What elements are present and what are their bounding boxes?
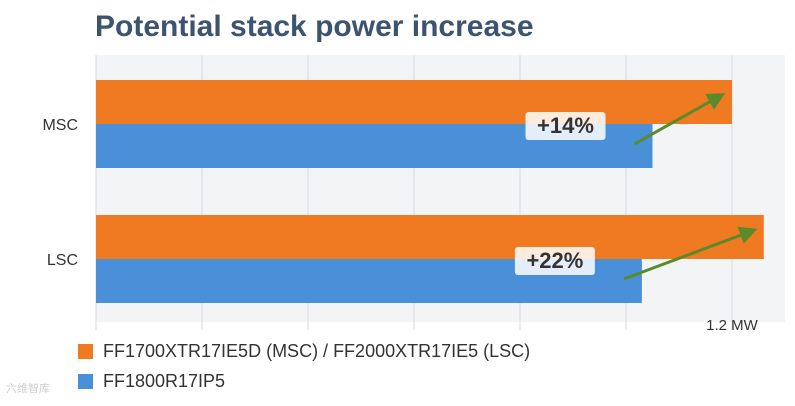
- bar-orange: [96, 215, 764, 259]
- legend-label: FF1800R17IP5: [103, 370, 226, 391]
- tick-label: 1.2 MW: [706, 317, 759, 334]
- increase-arrow: [633, 93, 726, 146]
- annotation-label: +14%: [537, 113, 594, 138]
- chart-title: Potential stack power increase: [95, 10, 534, 43]
- watermark: 六维智库: [6, 382, 50, 395]
- bar-orange: [96, 80, 732, 124]
- legend-label: FF1700XTR17IE5D (MSC) / FF2000XTR17IE5 (…: [103, 340, 531, 361]
- legend-item-orange: FF1700XTR17IE5D (MSC) / FF2000XTR17IE5 (…: [78, 339, 530, 363]
- category-label: LSC: [47, 252, 78, 269]
- legend-swatch-orange: [78, 343, 93, 359]
- legend-item-blue: FF1800R17IP5: [78, 369, 225, 393]
- legend-swatch-blue: [78, 373, 93, 389]
- labels: MSC +14% LSC +22% 1.2 MW: [42, 93, 759, 334]
- increase-arrow: [623, 226, 758, 281]
- annotation-bg: [525, 112, 606, 140]
- annotation-label: +22%: [526, 248, 583, 273]
- annotation-bg: [514, 247, 595, 275]
- category-label: MSC: [42, 117, 78, 134]
